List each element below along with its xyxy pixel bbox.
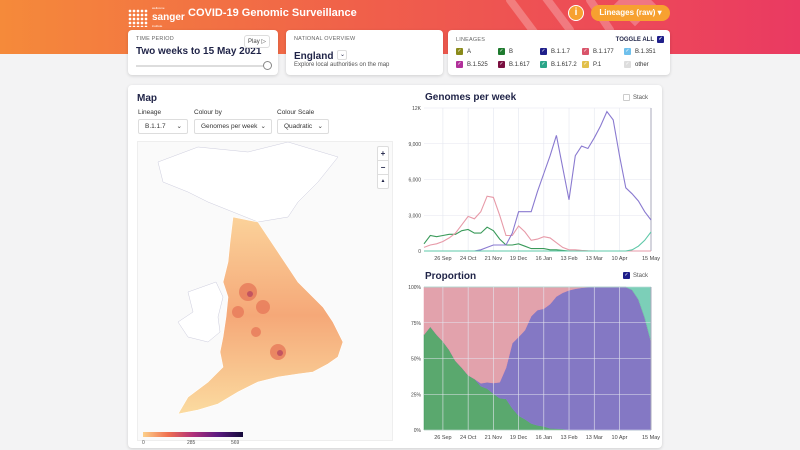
y-tick-label: 50% [411,357,422,363]
genomes-chart-title: Genomes per week [425,92,517,103]
uk-map[interactable] [138,141,394,442]
zoom-out-button[interactable]: − [378,160,388,174]
england-region[interactable] [177,216,344,415]
lineage-toggle-b-1-617[interactable]: ✓ B.1.617 [498,61,530,68]
x-tick-label: 21 Nov [485,256,503,262]
checkbox-checked-icon[interactable]: ✓ [540,48,547,55]
info-icon[interactable]: i [568,5,584,21]
y-tick-label: 6,000 [408,178,421,184]
lineage-toggle-b-1-1-7[interactable]: ✓ B.1.1.7 [540,48,571,55]
lineage-label: Lineage [138,109,162,116]
checkbox-checked-icon[interactable]: ✓ [456,48,463,55]
checkbox-checked-icon[interactable]: ✓ [540,61,547,68]
lineage-toggle-p-1[interactable]: ✓ P.1 [582,61,602,68]
x-tick-label: 13 Feb [560,435,577,441]
checkbox-checked-icon[interactable]: ✓ [456,61,463,68]
lineage-select[interactable]: B.1.1.7 ⌄ [138,119,188,134]
scotland-region [157,141,339,223]
x-tick-label: 21 Nov [485,435,503,441]
x-tick-label: 16 Jan [536,256,553,262]
checkbox-unchecked-icon[interactable] [623,94,630,101]
x-tick-label: 19 Dec [510,256,528,262]
stack-toggle-proportion[interactable]: ✓ Stack [623,272,649,279]
y-tick-label: 25% [411,392,422,398]
toggle-all[interactable]: TOGGLE ALL ✓ [615,36,664,43]
wales-region [177,281,224,343]
y-tick-label: 100% [408,285,421,291]
checkbox-checked-icon[interactable]: ✓ [624,48,631,55]
y-tick-label: 3,000 [408,213,421,219]
colour-legend [143,432,243,437]
map-title: Map [137,93,157,104]
lineage-toggle-other[interactable]: ✓ other [624,61,649,68]
national-hint: Explore local authorities on the map [294,62,390,68]
series-line-b-1-617-2 [424,231,652,252]
checkbox-checked-icon[interactable]: ✓ [657,36,664,43]
x-tick-label: 16 Jan [536,435,553,441]
genomes-per-week-chart: 26 Sep 24 Oct 21 Nov 19 Dec 16 Jan 13 Feb 13 M… [408,106,660,262]
lineage-toggle-b-1-177[interactable]: ✓ B.1.177 [582,48,614,55]
map-view[interactable]: + − ▲ [137,141,393,441]
stack-toggle-genomes[interactable]: Stack [623,94,648,101]
time-period-card: TIME PERIOD Two weeks to 15 May 2021 Pla… [128,30,278,75]
slider-handle[interactable] [263,61,272,70]
area-select[interactable]: England ⌄ [294,46,348,64]
chevron-down-icon: ⌄ [317,123,323,130]
lineage-toggle-b[interactable]: ✓ B [498,48,514,55]
y-tick-label: 9,000 [408,142,421,148]
x-tick-label: 15 May [642,256,660,262]
checkbox-checked-icon[interactable]: ✓ [498,61,505,68]
colour-scale-label: Colour Scale [277,109,315,116]
lineage-toggle-b-1-351[interactable]: ✓ B.1.351 [624,48,656,55]
x-tick-label: 13 Mar [586,435,603,441]
chevron-down-icon: ⌄ [176,123,182,130]
time-slider[interactable] [136,61,272,70]
lineages-card: LINEAGES TOGGLE ALL ✓ ✓ A ✓ B ✓ B.1.1.7 ✓ B.1.17… [448,30,670,75]
lineages-mode-button[interactable]: Lineages (raw) ▾ [591,5,670,21]
series-line-b-1-177 [423,195,651,252]
colour-by-select[interactable]: Genomes per week ⌄ [194,119,272,134]
x-tick-label: 26 Sep [434,435,451,441]
x-tick-label: 15 May [642,435,660,441]
app-title: COVID-19 Genomic Surveillance [188,7,357,19]
lineage-toggle-b-1-525[interactable]: ✓ B.1.525 [456,61,488,68]
chevron-down-icon: ⌄ [260,123,266,130]
national-overview-card: NATIONAL OVERVIEW England ⌄ Explore local… [286,30,443,75]
time-period-label: TIME PERIOD [136,36,174,42]
checkbox-checked-icon[interactable]: ✓ [623,272,630,279]
x-tick-label: 13 Mar [586,256,603,262]
x-tick-label: 24 Oct [460,435,477,441]
y-tick-label: 12K [412,106,422,112]
time-period-value: Two weeks to 15 May 2021 [136,46,262,57]
proportion-chart-title: Proportion [425,271,477,282]
checkbox-checked-icon[interactable]: ✓ [624,61,631,68]
checkbox-checked-icon[interactable]: ✓ [582,61,589,68]
checkbox-checked-icon[interactable]: ✓ [498,48,505,55]
proportion-chart: 26 Sep 24 Oct 21 Nov 19 Dec 16 Jan 13 Feb 13 M… [408,285,660,441]
high-density-areas [232,283,286,360]
national-overview-label: NATIONAL OVERVIEW [294,36,356,42]
x-tick-label: 19 Dec [510,435,528,441]
x-tick-label: 13 Feb [560,256,577,262]
lineages-label: LINEAGES [456,37,486,43]
colour-scale-select[interactable]: Quadratic ⌄ [277,119,329,134]
lineage-toggle-a[interactable]: ✓ A [456,48,472,55]
y-tick-label: 75% [411,321,422,327]
x-tick-label: 10 Apr [612,435,628,441]
sanger-logo[interactable]: wellcome sanger institute [128,4,185,31]
y-tick-label: 0% [414,428,422,434]
x-tick-label: 26 Sep [434,256,451,262]
zoom-in-button[interactable]: + [380,149,386,158]
colour-by-label: Colour by [194,109,222,116]
reset-north-button[interactable]: ▲ [378,174,388,188]
lineage-toggle-b-1-617-2[interactable]: ✓ B.1.617.2 [540,61,577,68]
y-tick-label: 0 [418,249,421,255]
x-tick-label: 24 Oct [460,256,477,262]
chevron-down-icon[interactable]: ⌄ [337,49,348,60]
x-tick-label: 10 Apr [612,256,628,262]
play-button[interactable]: Play ▷ [244,35,270,48]
checkbox-checked-icon[interactable]: ✓ [582,48,589,55]
